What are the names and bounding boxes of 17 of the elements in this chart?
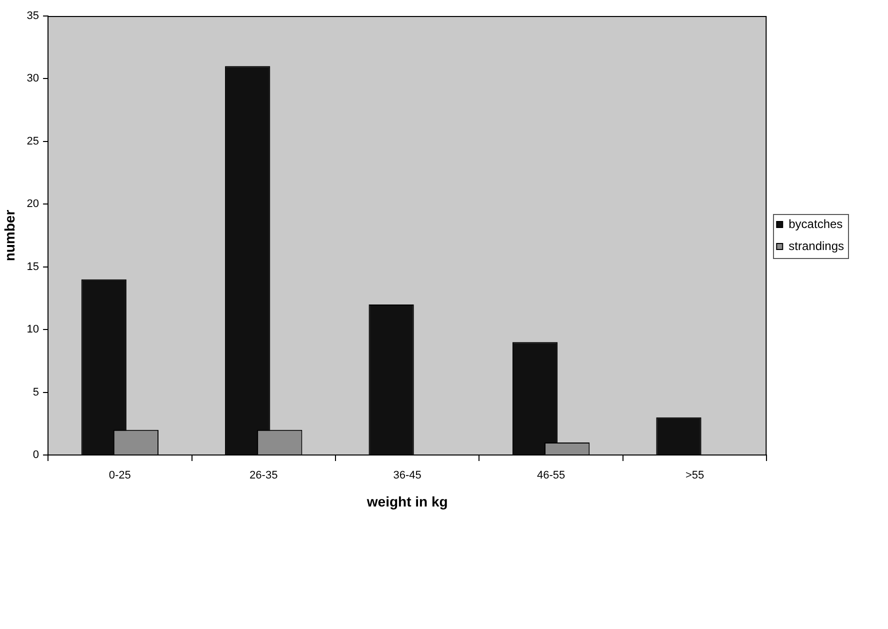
x-tick-label: >55 bbox=[685, 470, 704, 482]
legend-label: bycatches bbox=[788, 216, 843, 231]
x-tick-label: 46-55 bbox=[536, 470, 566, 482]
y-axis-title: number bbox=[1, 209, 18, 262]
y-tick-label: 25 bbox=[26, 135, 40, 148]
y-tick-label: 35 bbox=[26, 10, 40, 22]
legend-label: strandings bbox=[788, 238, 844, 253]
x-tick-label: 26-35 bbox=[250, 470, 278, 482]
x-tick-label: 36-45 bbox=[393, 470, 422, 482]
x-tick-label: 0-25 bbox=[108, 470, 131, 482]
y-tick-label: 30 bbox=[26, 72, 40, 85]
y-tick-label: 10 bbox=[26, 324, 40, 336]
y-tick-label: 5 bbox=[32, 386, 40, 398]
y-tick-label: 0 bbox=[32, 449, 40, 462]
x-axis-title: weight in kg bbox=[366, 493, 448, 510]
y-tick-label: 20 bbox=[26, 198, 40, 210]
y-tick-label: 15 bbox=[26, 260, 40, 273]
